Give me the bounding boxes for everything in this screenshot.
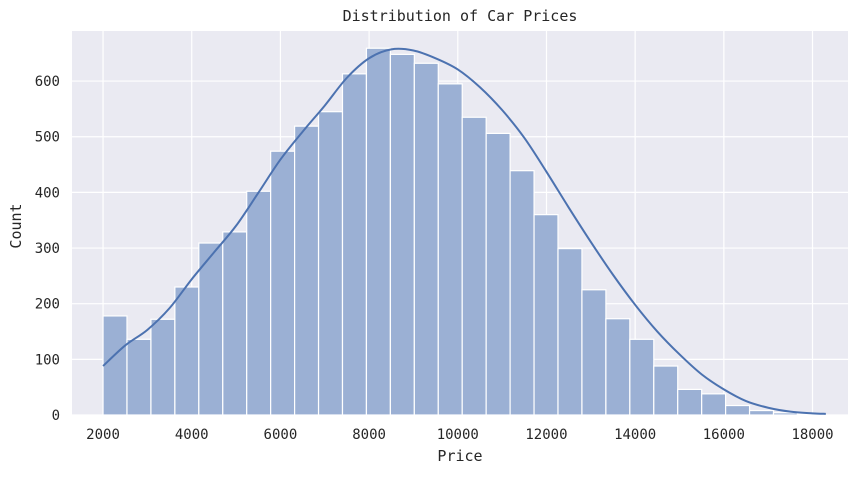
histogram-bar — [629, 338, 655, 416]
kde-line — [102, 47, 826, 415]
y-axis-title: Count — [7, 203, 25, 248]
histogram-bar — [461, 116, 487, 416]
x-tick-label: 2000 — [86, 427, 120, 443]
histogram-bar — [174, 286, 200, 416]
histogram-bar — [270, 150, 296, 416]
histogram-bar — [102, 315, 128, 416]
histogram-bar — [389, 53, 415, 416]
chart-title: Distribution of Car Prices — [343, 7, 578, 25]
y-tick-label: 300 — [35, 241, 60, 257]
bars — [102, 47, 822, 416]
histogram-bar — [365, 47, 391, 416]
x-tick-label: 8000 — [352, 427, 386, 443]
histogram-bar — [150, 318, 176, 416]
histogram-bar — [222, 231, 248, 416]
plot-layer: 0 100 200 300 400 500 600 2000 4000 6000 8000 10000… — [35, 31, 848, 443]
histogram-bar — [437, 83, 463, 416]
histogram-bar — [725, 404, 751, 416]
histogram-bar — [653, 365, 679, 416]
x-tick-label: 10000 — [437, 427, 479, 443]
x-tick-label: 12000 — [525, 427, 567, 443]
x-tick-label: 4000 — [175, 427, 209, 443]
histogram-bar — [509, 170, 535, 416]
histogram-bar — [677, 388, 703, 416]
histogram-bar — [772, 412, 799, 416]
histogram-bar — [581, 289, 607, 416]
histogram-bar — [126, 338, 152, 416]
y-tick-label: 200 — [35, 297, 60, 313]
histogram-bar — [533, 214, 559, 416]
x-tick-label: 6000 — [264, 427, 298, 443]
y-tick-label: 0 — [52, 408, 60, 424]
x-tick-label: 16000 — [703, 427, 745, 443]
histogram-bar — [246, 190, 272, 416]
y-tick-label: 400 — [35, 185, 60, 201]
y-tick-label: 500 — [35, 130, 60, 146]
histogram-bar — [341, 73, 368, 416]
histogram-bar — [701, 393, 727, 416]
x-tick-label: 18000 — [791, 427, 833, 443]
histogram-bar — [557, 248, 583, 416]
y-tick-label: 100 — [35, 352, 60, 368]
histogram-bar — [317, 111, 344, 416]
histogram-bar — [198, 242, 224, 416]
histogram-bar — [485, 132, 511, 416]
x-axis-title: Price — [437, 447, 482, 465]
x-tick-label: 14000 — [614, 427, 656, 443]
histogram-bar — [748, 409, 775, 416]
histogram-bar — [294, 125, 320, 416]
histogram-bar — [413, 62, 439, 416]
y-tick-label: 600 — [35, 74, 60, 90]
histogram-bar — [605, 318, 631, 416]
